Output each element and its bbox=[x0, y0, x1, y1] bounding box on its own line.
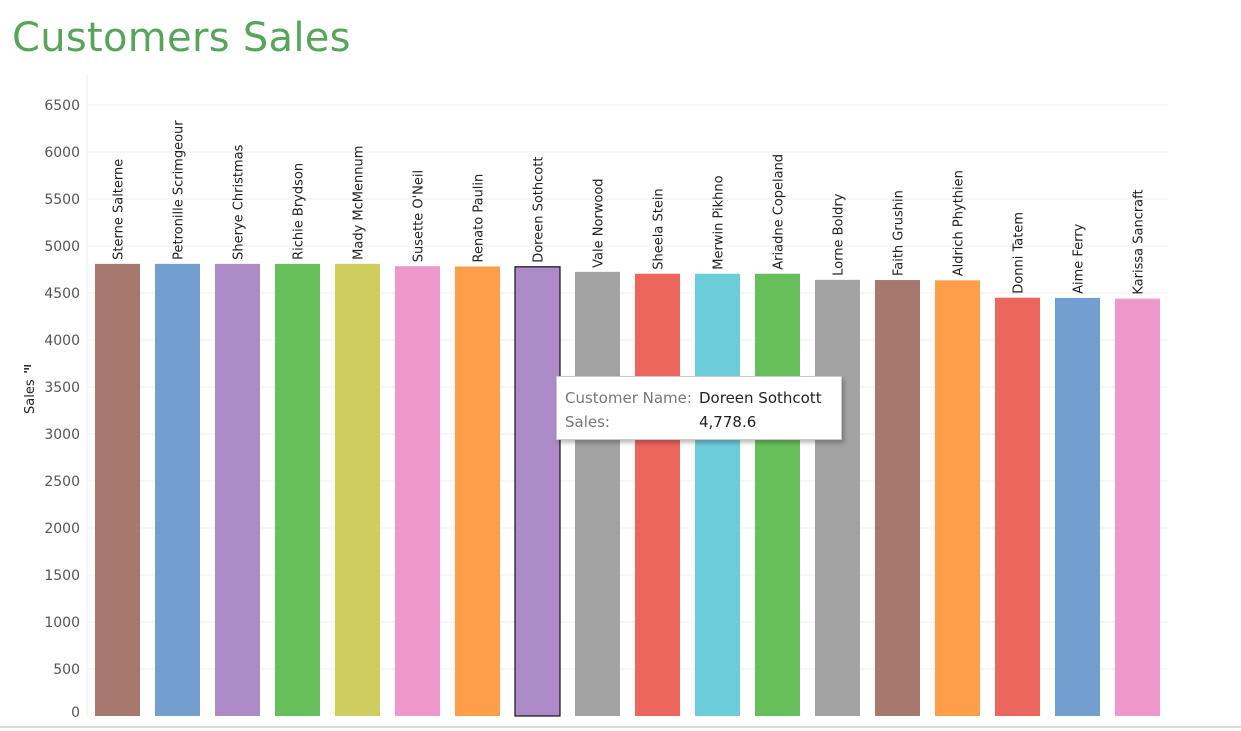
bar[interactable] bbox=[935, 280, 980, 716]
y-tick-label: 4000 bbox=[44, 333, 80, 349]
y-tick-label: 2000 bbox=[44, 521, 80, 537]
y-tick-label: 0 bbox=[71, 705, 80, 721]
tooltip-sales-row: Sales: 4,778.6 bbox=[565, 413, 756, 431]
bar[interactable] bbox=[1115, 298, 1160, 716]
bar-label: Faith Grushin bbox=[892, 190, 907, 276]
y-tick-label: 3500 bbox=[44, 380, 80, 396]
y-tick-label: 6500 bbox=[44, 98, 80, 114]
bar-label: Karissa Sancraft bbox=[1132, 189, 1147, 294]
bar-label: Vale Norwood bbox=[592, 178, 607, 267]
bar-label: Renato Paulin bbox=[472, 174, 487, 263]
bar-label: Lorne Boldry bbox=[832, 193, 847, 276]
bar-label: Merwin Pikhno bbox=[712, 175, 727, 269]
y-tick-label: 1000 bbox=[44, 615, 80, 631]
bar-label: Susette O'Neil bbox=[412, 170, 427, 262]
tooltip-name-row: Customer Name: Doreen Sothcott bbox=[565, 389, 822, 407]
tooltip-sales-value: 4,778.6 bbox=[699, 413, 757, 431]
bar-label: Doreen Sothcott bbox=[532, 157, 547, 263]
y-tick-label: 5000 bbox=[44, 239, 80, 255]
bar[interactable] bbox=[875, 280, 920, 716]
bar[interactable] bbox=[455, 266, 500, 716]
bar[interactable] bbox=[275, 263, 320, 716]
bar[interactable] bbox=[815, 279, 860, 716]
bar[interactable] bbox=[575, 271, 620, 716]
bar[interactable] bbox=[635, 273, 680, 716]
bar-label: Aime Ferry bbox=[1072, 223, 1087, 294]
tooltip: Customer Name: Doreen Sothcott Sales: 4,… bbox=[556, 376, 842, 440]
tooltip-name-key: Customer Name: bbox=[565, 389, 692, 407]
bar[interactable] bbox=[755, 273, 800, 716]
bar[interactable] bbox=[695, 273, 740, 716]
y-tick-label: 6000 bbox=[44, 145, 80, 161]
bar[interactable] bbox=[1055, 297, 1100, 716]
bar-label: Petronille Scrimgeour bbox=[172, 120, 187, 260]
tooltip-sales-key: Sales: bbox=[565, 413, 610, 431]
bar-labels: Sterne Salterne Petronille Scrimgeour Sher… bbox=[112, 120, 1147, 295]
bar[interactable] bbox=[215, 263, 260, 716]
tooltip-name-value: Doreen Sothcott bbox=[699, 389, 822, 407]
bar-label: Sheela Stein bbox=[652, 188, 667, 269]
y-axis-title-group: Sales bbox=[23, 365, 38, 414]
bar[interactable] bbox=[95, 263, 140, 716]
y-tick-label: 3000 bbox=[44, 427, 80, 443]
bar[interactable] bbox=[155, 263, 200, 716]
y-tick-label: 500 bbox=[53, 662, 80, 678]
y-tick-label: 5500 bbox=[44, 192, 80, 208]
bar-label: Mady McMennum bbox=[352, 146, 367, 260]
bar-label: Aldrich Phythien bbox=[952, 170, 967, 276]
y-tick-label: 2500 bbox=[44, 474, 80, 490]
y-tick-label: 1500 bbox=[44, 568, 80, 584]
bar[interactable] bbox=[514, 266, 561, 717]
bottom-divider bbox=[0, 726, 1241, 728]
bar[interactable] bbox=[395, 266, 440, 716]
sort-icon[interactable] bbox=[24, 365, 31, 373]
bar-label: Richie Brydson bbox=[292, 163, 307, 260]
bar[interactable] bbox=[995, 297, 1040, 716]
bar-label: Sherye Christmas bbox=[232, 144, 247, 259]
bar-label: Ariadne Copeland bbox=[772, 154, 787, 270]
bar-label: Donni Tatem bbox=[1012, 212, 1027, 294]
bar-label: Sterne Salterne bbox=[112, 159, 127, 260]
page-title: Customers Sales bbox=[12, 15, 351, 61]
bar[interactable] bbox=[335, 263, 380, 716]
y-tick-label: 4500 bbox=[44, 286, 80, 302]
y-axis-ticks: 0 500 1000 1500 2000 2500 3000 3500 4000 4500 5000… bbox=[44, 98, 80, 721]
gridlines bbox=[86, 75, 1168, 716]
bars bbox=[95, 263, 1160, 717]
y-axis-title: Sales bbox=[23, 379, 38, 414]
